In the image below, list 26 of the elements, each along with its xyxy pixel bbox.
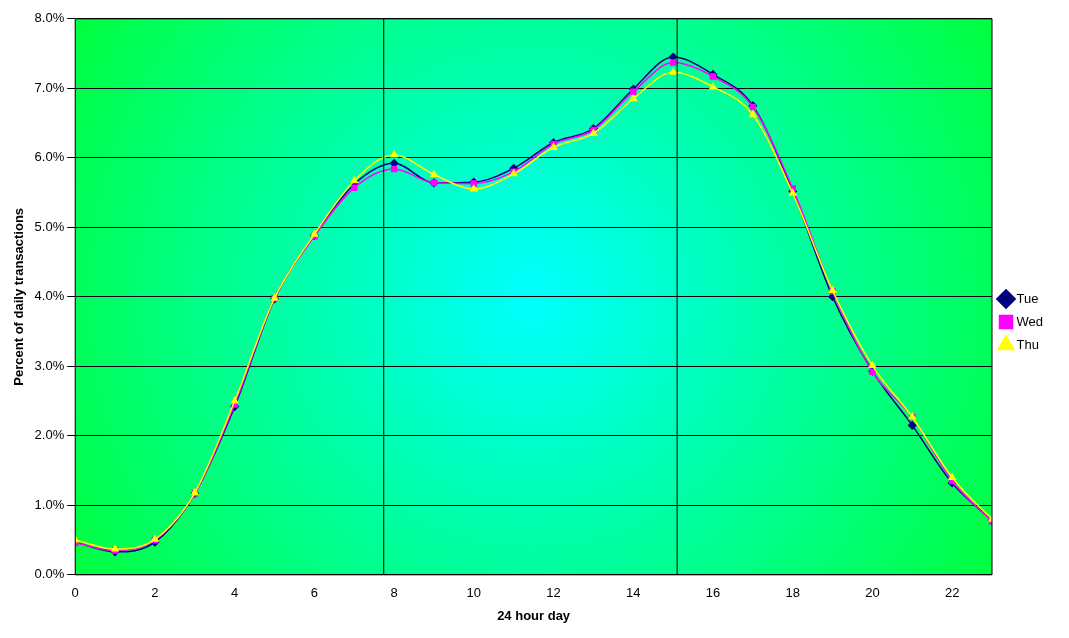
y-tick-label: 2.0%: [34, 427, 65, 443]
y-tick-label: 1.0%: [34, 496, 65, 512]
y-tick-label: 6.0%: [34, 149, 65, 165]
legend-label: Tue: [1016, 290, 1039, 306]
x-tick-label: 10: [466, 585, 482, 601]
y-tick-label: 0.0%: [34, 566, 65, 582]
x-axis-title: 24 hour day: [497, 607, 571, 623]
y-tick-label: 5.0%: [34, 218, 65, 234]
x-tick-label: 22: [944, 585, 960, 601]
x-tick-label: 20: [865, 585, 880, 601]
x-tick-label: 12: [546, 585, 561, 601]
x-tick-label: 2: [151, 585, 159, 601]
x-tick-label: 0: [71, 585, 79, 601]
y-tick-label: 4.0%: [34, 288, 65, 304]
y-tick-label: 8.0%: [34, 10, 65, 26]
x-tick-label: 4: [231, 585, 239, 601]
x-tick-label: 8: [390, 585, 398, 601]
x-tick-label: 16: [705, 585, 721, 601]
x-tick-label: 18: [785, 585, 800, 601]
x-tick-label: 14: [626, 585, 641, 601]
legend-label: Wed: [1016, 313, 1043, 329]
x-tick-label: 6: [310, 585, 319, 601]
legend-label: Thu: [1016, 336, 1039, 352]
y-tick-label: 3.0%: [34, 357, 65, 373]
y-tick-label: 7.0%: [34, 79, 65, 95]
y-axis-title: Percent of daily transactions: [11, 207, 27, 386]
